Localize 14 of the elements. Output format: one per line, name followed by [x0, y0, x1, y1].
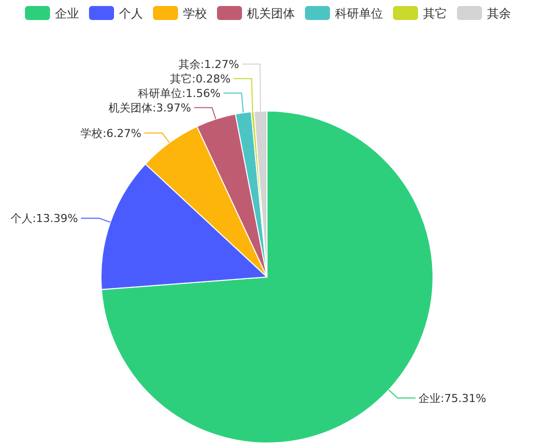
category-label: 机关团体:3.97%: [108, 102, 192, 115]
legend-label: 其它: [423, 6, 447, 20]
category-label: 学校:6.27%: [80, 127, 142, 140]
legend-label: 其余: [487, 6, 511, 20]
legend-label: 机关团体: [247, 6, 295, 20]
category-label: 科研单位:1.56%: [138, 87, 221, 100]
legend-label: 企业: [55, 6, 79, 20]
category-label: 其它:0.28%: [170, 72, 231, 86]
category-label: 企业:75.31%: [418, 392, 486, 406]
legend-label: 科研单位: [335, 6, 383, 20]
legend-label: 学校: [183, 6, 207, 20]
legend-label: 个人: [119, 6, 143, 20]
category-label: 其余:1.27%: [178, 58, 240, 72]
category-label: 个人:13.39%: [10, 212, 78, 226]
